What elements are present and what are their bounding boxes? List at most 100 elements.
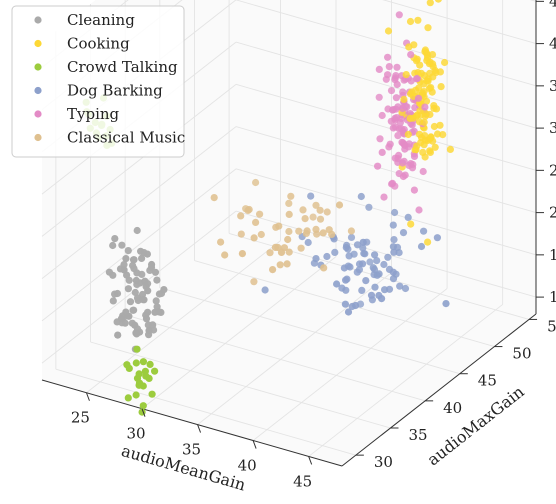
data-point-dog-barking [371, 283, 379, 291]
data-point-classical-music [316, 206, 324, 214]
legend-marker [34, 16, 42, 24]
data-point-cooking [426, 0, 434, 7]
data-point-cleaning [120, 266, 128, 274]
data-point-cooking [446, 145, 454, 153]
data-point-classical-music [328, 230, 336, 238]
data-point-cooking [419, 148, 427, 156]
back-pane [236, 0, 536, 314]
data-point-classical-music [312, 225, 320, 233]
z-tick-label: 35 [549, 77, 556, 95]
data-point-classical-music [301, 215, 309, 223]
data-point-cleaning [111, 290, 119, 298]
data-point-cleaning [120, 261, 128, 269]
x-tick [141, 408, 146, 417]
data-point-cooking [430, 122, 438, 131]
data-point-typing [376, 135, 384, 143]
data-point-cooking [431, 143, 439, 151]
legend-marker [34, 110, 42, 118]
data-point-dog-barking [357, 192, 365, 201]
x-tick [308, 456, 313, 465]
data-point-typing [405, 140, 413, 148]
data-point-dog-barking [342, 286, 350, 294]
axis-ticks: 25 30 35 40 45 30 35 40 45 50 55 10 15 20 25 30 35 40 45 [71, 0, 556, 490]
data-point-classical-music [238, 250, 246, 258]
data-point-cleaning [130, 256, 138, 264]
data-point-classical-music [276, 261, 284, 269]
data-point-cleaning [152, 297, 160, 305]
legend-marker [34, 86, 42, 95]
data-point-cleaning [131, 288, 139, 297]
data-point-typing [394, 132, 402, 140]
data-point-classical-music [323, 208, 331, 216]
data-point-typing [398, 138, 406, 146]
data-point-cooking [431, 66, 439, 75]
data-point-dog-barking [390, 236, 398, 244]
data-point-cooking [441, 58, 449, 67]
legend-marker [34, 63, 42, 71]
data-point-cooking [407, 220, 415, 228]
data-point-typing [399, 172, 407, 181]
data-point-crowd-talking [132, 391, 140, 399]
data-point-classical-music [320, 264, 328, 272]
data-point-cooking [400, 95, 408, 103]
data-point-dog-barking [371, 251, 379, 259]
data-point-dog-barking [345, 252, 353, 260]
data-point-typing [410, 186, 418, 194]
data-point-typing [419, 167, 427, 176]
x-tick-label: 30 [126, 425, 145, 443]
legend: Cleaning Cooking Crowd Talking Dog Barking T… [11, 5, 185, 158]
data-point-crowd-talking [124, 394, 132, 402]
data-point-typing [399, 159, 407, 167]
data-point-classical-music [237, 230, 245, 238]
grid-line-z [41, 168, 237, 322]
data-point-typing [374, 162, 382, 170]
x-tick-label: 40 [238, 457, 257, 475]
z-tick-label: 45 [549, 0, 556, 10]
data-point-dog-barking [359, 244, 367, 252]
legend-label: Crowd Talking [67, 58, 178, 76]
data-point-dog-barking [380, 260, 388, 269]
data-point-cleaning [145, 326, 153, 335]
data-point-typing [392, 94, 400, 102]
data-point-dog-barking [360, 249, 368, 257]
legend-label: Cooking [67, 35, 130, 53]
data-point-cleaning [132, 276, 140, 285]
data-point-dog-barking [331, 248, 339, 256]
data-point-classical-music [309, 213, 317, 221]
data-point-cooking [428, 88, 436, 96]
data-point-cooking [421, 136, 429, 144]
data-point-typing [380, 193, 388, 201]
data-point-typing [407, 160, 415, 168]
data-point-cooking [406, 17, 415, 26]
grid-line-z [235, 210, 537, 298]
data-point-dog-barking [352, 301, 360, 310]
data-point-typing [384, 53, 392, 61]
data-point-cooking [384, 27, 393, 35]
data-point-dog-barking [390, 248, 398, 256]
grid-line-y [159, 287, 460, 375]
legend-marker [34, 133, 42, 142]
x-tick-label: 45 [293, 472, 312, 490]
data-point-dog-barking [359, 260, 367, 268]
data-point-typing [375, 93, 383, 101]
data-point-cleaning [142, 315, 151, 323]
data-point-typing [394, 155, 402, 163]
data-point-dog-barking [378, 295, 386, 303]
data-point-cleaning [155, 308, 163, 316]
data-point-crowd-talking [139, 358, 147, 366]
z-tick-label: 25 [549, 161, 556, 179]
data-point-crowd-talking [146, 360, 154, 368]
data-point-dog-barking [420, 227, 428, 235]
y-tick-label: 40 [443, 399, 462, 417]
y-tick-label: 55 [547, 317, 556, 335]
data-point-crowd-talking [139, 402, 147, 410]
legend-label: Classical Music [67, 129, 185, 147]
data-point-crowd-talking [151, 367, 159, 375]
x-tick [85, 392, 90, 401]
data-point-classical-music [285, 210, 293, 218]
z-tick-label: 10 [549, 288, 556, 306]
data-point-classical-music [252, 178, 260, 187]
x-tick-label: 35 [182, 441, 201, 459]
data-point-dog-barking [366, 258, 374, 266]
data-point-dog-barking [346, 263, 354, 271]
